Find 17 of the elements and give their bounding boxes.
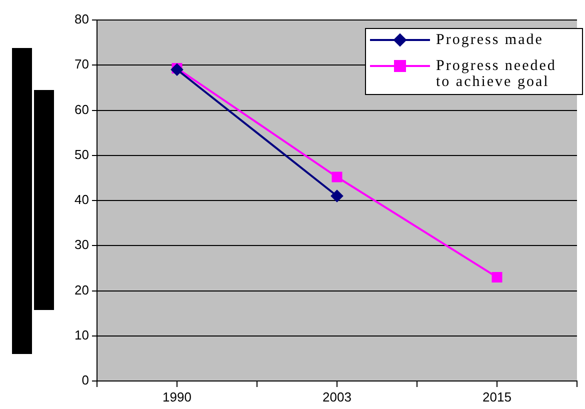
point bbox=[332, 172, 342, 182]
y-tick-label: 80 bbox=[74, 12, 89, 27]
legend-label: Progress needed to achieve goal bbox=[436, 58, 558, 90]
y-tick-label: 0 bbox=[82, 372, 89, 388]
x-tick-label: 2015 bbox=[482, 389, 512, 404]
point bbox=[492, 272, 502, 282]
legend-label: Progress made bbox=[436, 32, 544, 48]
y-tick-label: 60 bbox=[74, 102, 89, 117]
x-tick-label: 1990 bbox=[162, 389, 192, 404]
x-tick-label: 2003 bbox=[322, 389, 352, 404]
y-tick-label: 20 bbox=[74, 282, 89, 298]
y-tick-label: 70 bbox=[74, 56, 89, 72]
y-tick-label: 40 bbox=[74, 192, 89, 208]
point bbox=[331, 190, 343, 202]
y-tick-label: 10 bbox=[74, 327, 89, 342]
y-tick-label: 30 bbox=[74, 237, 89, 252]
y-tick-label: 50 bbox=[74, 146, 89, 162]
